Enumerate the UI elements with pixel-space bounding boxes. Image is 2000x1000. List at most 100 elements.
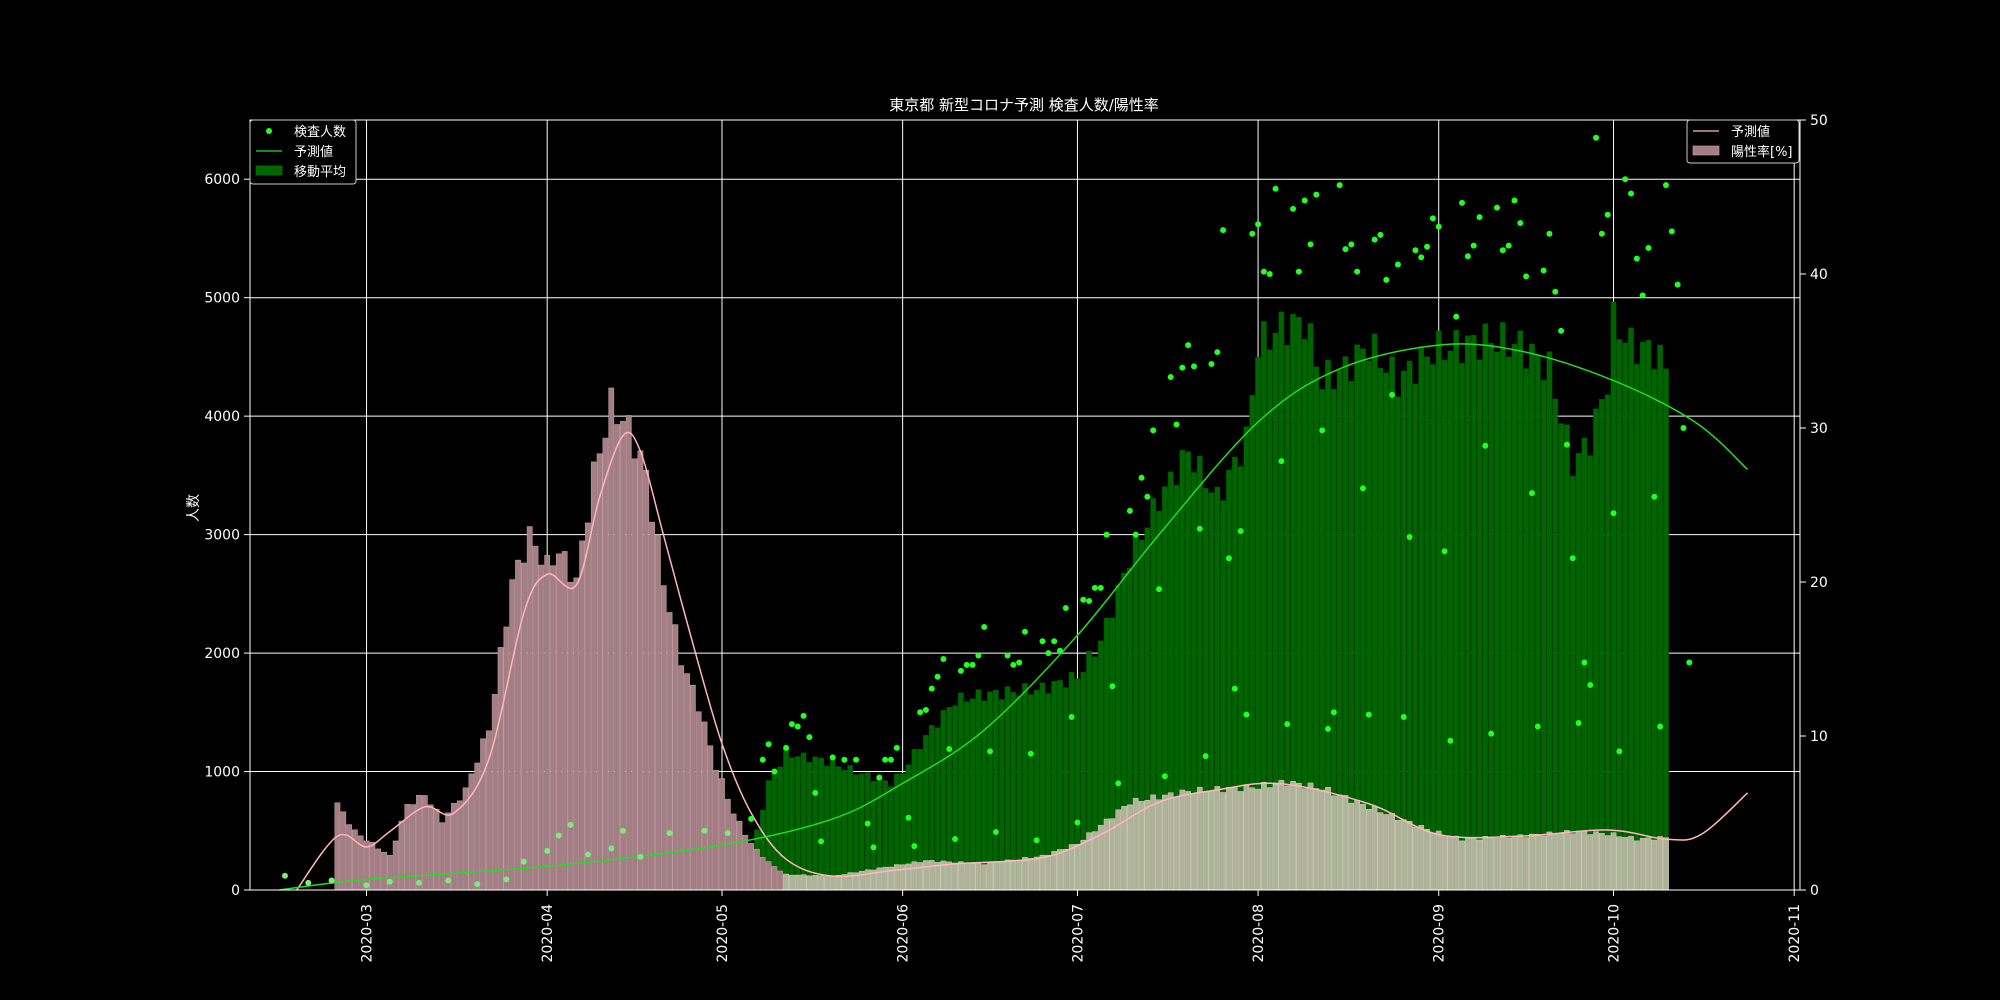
positivity-bar [398,820,405,891]
positivity-bar [596,453,603,891]
test-count-point [1185,342,1192,349]
y-right-tick-label: 50 [1810,113,1828,129]
test-count-point [1004,652,1011,659]
positivity-bar [1558,833,1564,891]
test-count-point [853,756,860,763]
positivity-bar [678,665,685,891]
test-count-point [1231,685,1238,692]
positivity-bar [765,861,772,891]
positivity-bar [1435,830,1442,891]
positivity-bar [789,874,795,891]
positivity-bar [818,875,824,891]
positivity-bar [987,862,993,891]
test-count-point [1132,531,1139,538]
positivity-bar [491,694,498,891]
positivity-bar [934,862,941,891]
positivity-bar [1191,793,1197,891]
x-tick-label: 2020-11 [1787,904,1803,963]
test-count-point [1138,474,1145,481]
positivity-bar [794,874,801,891]
positivity-bar [503,626,510,891]
test-count-point [1016,659,1023,666]
positivity-bar [334,802,341,891]
positivity-bar [911,861,918,891]
positivity-bar [1016,859,1023,891]
moving-average-bar [1657,344,1664,891]
positivity-bar [1564,830,1570,891]
test-count-point [520,858,527,865]
positivity-bar [427,804,434,891]
test-count-point [1307,241,1314,248]
test-count-point [1208,361,1215,368]
positivity-bar [695,711,702,891]
positivity-bar [637,450,644,891]
positivity-bar [998,862,1005,891]
test-count-point [957,667,964,674]
test-count-point [1325,725,1332,732]
positivity-bar [1616,836,1623,891]
test-count-point [870,844,877,851]
positivity-bar [1010,859,1017,891]
moving-average-bar [1575,453,1582,891]
positivity-bar [952,862,958,891]
positivity-bar [713,770,720,891]
positivity-bar [1453,835,1460,891]
positivity-bar [771,866,778,891]
positivity-bar [1243,784,1250,891]
test-count-point [893,744,900,751]
y-left-tick-label: 6000 [204,172,240,188]
y-right-tick-label: 20 [1810,575,1828,591]
positivity-bar [684,673,690,891]
test-count-point [1604,211,1611,218]
test-count-point [1051,638,1058,645]
positivity-bar [1628,836,1634,891]
positivity-bar [1482,836,1489,891]
test-count-point [608,845,615,852]
chart-title: 東京都 新型コロナ予測 検査人数/陽性率 [889,96,1159,114]
test-count-point [1220,227,1227,234]
test-count-point [1243,711,1250,718]
test-count-point [1511,197,1518,204]
test-count-point [1202,753,1209,760]
test-count-point [1406,533,1413,540]
test-count-point [637,853,644,860]
positivity-bar [1400,819,1407,891]
positivity-bar [1103,818,1110,891]
test-count-point [1610,510,1617,517]
test-count-point [1266,271,1273,277]
test-count-point [1476,214,1483,221]
positivity-bar [497,647,504,891]
y-left-tick-label: 4000 [204,409,240,425]
positivity-bar [800,874,807,891]
moving-average-bar [1622,342,1629,891]
test-count-point [1383,276,1390,283]
moving-average-bar [987,691,993,891]
positivity-bar [1092,831,1098,891]
positivity-bar [1004,859,1011,891]
legend-moving-average-label: 移動平均 [294,165,346,180]
y-axis-left-label: 人数 [186,494,202,522]
positivity-bar [1249,787,1256,891]
moving-average-bar [1523,368,1529,891]
test-count-point [1086,597,1093,604]
positivity-bar [1651,839,1658,891]
y-left-tick-label: 0 [231,883,240,899]
moving-average-bar [1517,330,1524,891]
test-count-point [911,843,918,850]
y-right-tick-label: 30 [1810,421,1828,437]
test-count-point [1447,737,1454,744]
moving-average-bar [829,759,836,891]
test-count-point [1628,190,1635,197]
moving-average-bar [1651,369,1658,891]
test-count-point [952,836,959,843]
x-tick-label: 2020-06 [896,904,912,963]
moving-average-bar [1599,398,1605,891]
positivity-bar [1173,796,1180,891]
moving-average-bar [1558,423,1564,891]
test-count-point [1686,659,1693,666]
test-count-point [1528,490,1535,497]
moving-average-bar [1569,475,1576,891]
positivity-bar [719,778,725,891]
positivity-bar [544,555,551,891]
positivity-bar [602,437,609,891]
